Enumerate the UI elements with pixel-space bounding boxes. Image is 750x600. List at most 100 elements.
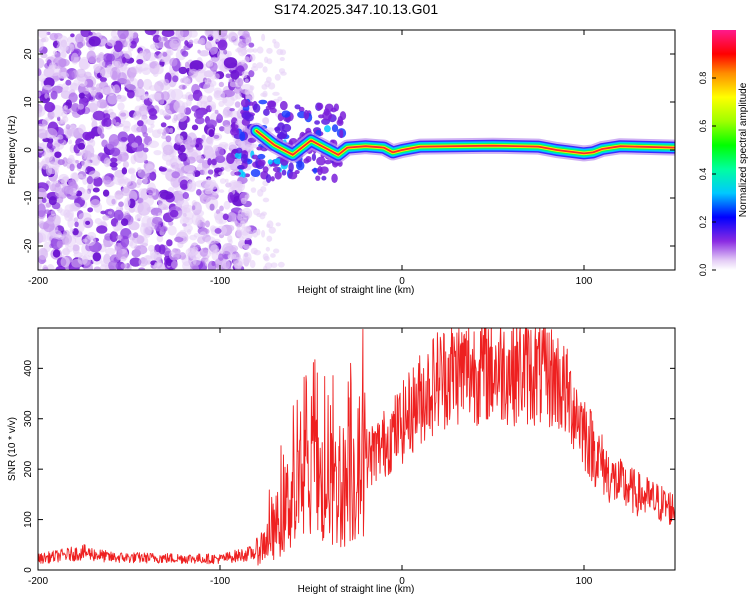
noise-blob (78, 79, 88, 87)
transition-blob (277, 131, 285, 139)
spectrogram-y-tick-label: 20 (23, 48, 34, 60)
snr-panel: -200 -100 0 100 0 100 200 300 400 Height of str… (7, 327, 676, 595)
noise-blob (117, 151, 129, 162)
noise-blob (156, 234, 164, 243)
noise-blob (78, 124, 86, 134)
noise-blob (148, 94, 155, 103)
noise-blob (50, 90, 58, 100)
noise-blob (149, 249, 157, 259)
noise-blob (193, 233, 201, 238)
noise-blob (217, 39, 228, 51)
noise-blob (199, 231, 207, 238)
noise-blob (137, 78, 144, 89)
noise-blob (178, 229, 187, 239)
noise-blob (181, 50, 189, 57)
noise-blob (204, 30, 214, 38)
noise-blob (171, 171, 181, 179)
noise-blob (53, 215, 61, 222)
noise-blob (113, 209, 124, 221)
colorbar-tick-label: 0.0 (698, 264, 708, 277)
noise-blob (68, 139, 73, 145)
noise-blob (236, 225, 241, 232)
noise-blob (111, 118, 117, 125)
noise-blob (84, 235, 96, 247)
noise-blob (38, 68, 42, 77)
noise-blob (213, 134, 220, 139)
noise-blob (153, 262, 166, 270)
transition-blob (230, 127, 240, 136)
noise-blob (82, 176, 88, 185)
noise-blob (129, 257, 142, 267)
noise-blob (103, 117, 112, 127)
noise-blob (127, 89, 135, 99)
noise-blob (213, 90, 226, 101)
transition-blob (324, 103, 334, 113)
noise-blob (76, 162, 83, 170)
noise-blob (170, 260, 178, 269)
noise-blob (214, 73, 220, 80)
noise-blob (199, 37, 206, 46)
noise-blob (207, 260, 217, 270)
noise-blob (105, 66, 112, 73)
noise-blob (163, 79, 170, 86)
noise-blob (235, 184, 244, 189)
noise-blob (219, 189, 225, 193)
noise-blob (123, 40, 132, 48)
transition-blob (272, 166, 281, 173)
noise-blob (75, 33, 84, 44)
noise-blob (261, 84, 268, 90)
transition-blob (235, 147, 243, 154)
noise-blob (70, 33, 75, 38)
noise-blob (224, 143, 229, 150)
noise-blob (77, 142, 86, 150)
noise-blob (66, 128, 79, 137)
noise-blob (238, 30, 244, 36)
noise-blob (116, 234, 123, 240)
noise-blob (229, 81, 238, 88)
noise-blob (256, 228, 261, 236)
noise-blob (97, 125, 104, 135)
noise-blob (201, 179, 215, 192)
noise-blob (234, 101, 241, 108)
noise-blob (103, 241, 108, 248)
snr-x-tick-label: -200 (28, 576, 48, 587)
spectrogram-x-tick-label: 0 (399, 276, 405, 287)
noise-blob (93, 266, 101, 270)
spectrogram-y-label: Frequency (Hz) (7, 116, 18, 185)
snr-x-tick-label: -100 (210, 576, 230, 587)
noise-blob (121, 167, 128, 175)
transition-blob (257, 153, 266, 160)
noise-blob (115, 121, 121, 128)
noise-blob (261, 117, 270, 125)
noise-blob (207, 169, 214, 175)
noise-blob (181, 94, 188, 100)
transition-blob (274, 171, 282, 180)
transition-blob (294, 169, 300, 175)
noise-blob (93, 64, 101, 74)
noise-blob (222, 89, 235, 98)
noise-blob (106, 39, 116, 47)
snr-y-tick-label: 100 (23, 511, 34, 528)
noise-blob (116, 66, 124, 73)
noise-blob (239, 220, 246, 228)
transition-blob (274, 126, 281, 134)
noise-blob (56, 240, 64, 249)
noise-blob (213, 238, 221, 244)
noise-blob (189, 181, 193, 188)
noise-blob (85, 220, 91, 225)
noise-blob (191, 124, 199, 131)
noise-blob (198, 50, 210, 57)
noise-blob (263, 255, 270, 262)
noise-blob (250, 176, 256, 182)
noise-blob (43, 84, 53, 91)
noise-blob (256, 62, 264, 69)
noise-blob (43, 149, 54, 162)
noise-blob (54, 52, 61, 60)
noise-blob (72, 244, 80, 252)
noise-blob (61, 185, 74, 194)
noise-blob (244, 78, 249, 83)
noise-blob (157, 212, 162, 217)
noise-blob (153, 149, 162, 156)
noise-blob (148, 108, 158, 116)
